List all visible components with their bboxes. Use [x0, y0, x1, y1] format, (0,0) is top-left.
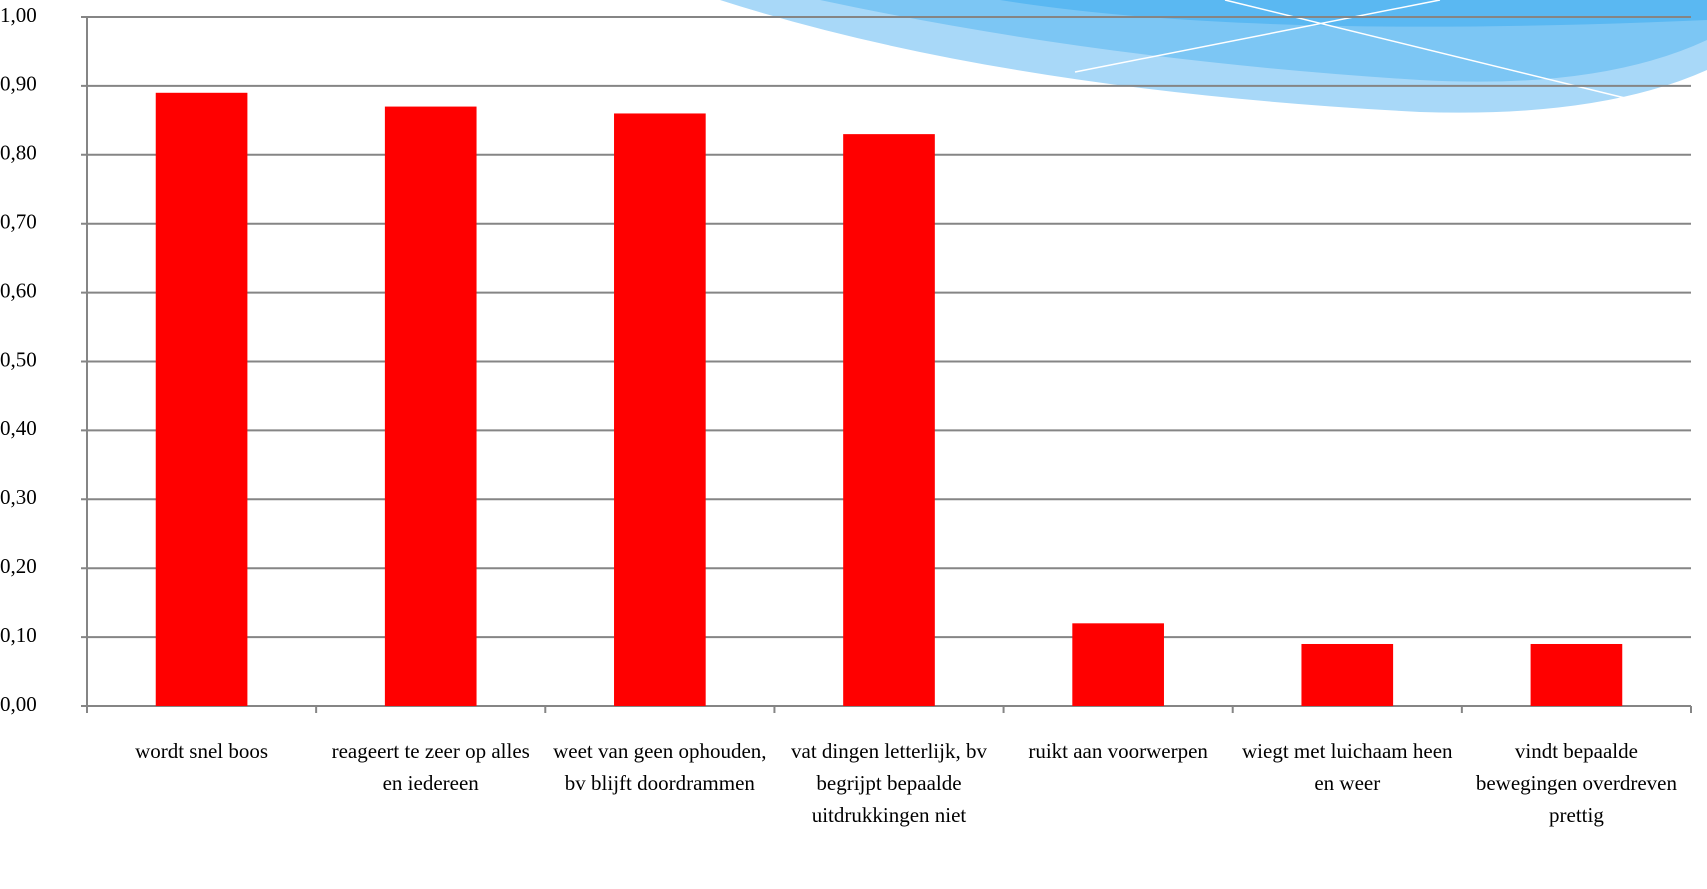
y-tick-label: 0,40 [0, 416, 37, 440]
x-tick-label: weet van geen ophouden, bv blijft doordr… [553, 739, 767, 795]
x-tick-label: ruikt aan voorwerpen [1028, 739, 1208, 763]
y-tick-label: 0,10 [0, 623, 37, 647]
bar [155, 92, 248, 707]
x-tick-label: vat dingen letterlijk, bv begrijpt bepaa… [791, 739, 987, 827]
y-tick-label: 1,00 [0, 3, 37, 27]
y-tick-label: 0,60 [0, 278, 37, 302]
x-tick-label: vindt bepaalde bewegingen overdreven pre… [1475, 739, 1677, 827]
x-tick-label: reageert te zeer op alles en iedereen [331, 739, 530, 795]
bar [614, 113, 706, 706]
y-tick-label: 0,20 [0, 554, 37, 578]
y-tick-label: 0,90 [0, 72, 37, 96]
y-tick-label: 0,70 [0, 210, 37, 234]
x-tick-label: wiegt met luichaam heen en weer [1242, 739, 1453, 795]
x-tick-label: wordt snel boos [135, 739, 269, 763]
y-tick-label: 0,30 [0, 485, 37, 509]
bar [384, 106, 477, 706]
bar [1530, 643, 1623, 706]
bar [1072, 623, 1164, 706]
y-tick-label: 0,50 [0, 347, 37, 371]
y-tick-label: 0,80 [0, 141, 37, 165]
y-tick-label: 0,00 [0, 692, 37, 716]
swoosh [1000, 0, 1707, 27]
bar [843, 134, 935, 706]
bar [1301, 643, 1394, 706]
